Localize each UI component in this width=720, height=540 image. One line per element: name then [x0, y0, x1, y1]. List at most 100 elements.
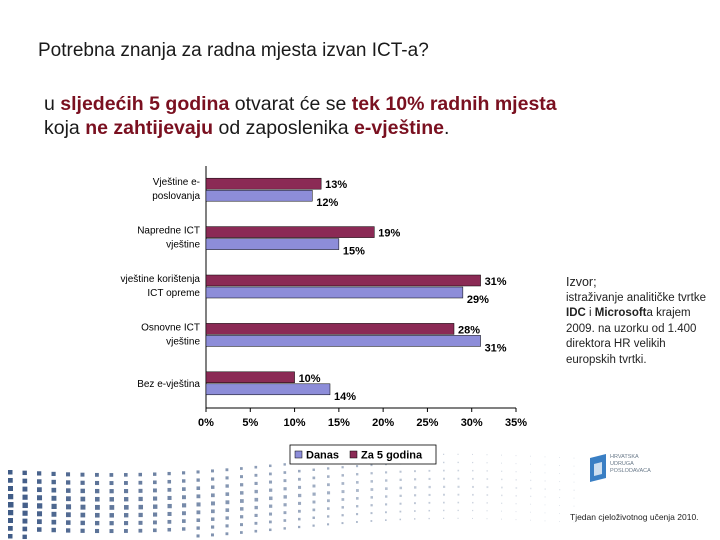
decorative-dot	[153, 480, 157, 485]
decorative-dot	[269, 520, 272, 524]
decorative-dot	[8, 478, 13, 483]
decorative-dot	[240, 491, 244, 495]
bar-za-5-godina	[205, 226, 375, 238]
decorative-dot	[530, 495, 532, 498]
decorative-dot	[283, 463, 286, 466]
decorative-dot	[298, 485, 302, 489]
bar-danas	[205, 286, 464, 299]
data-label: 12%	[316, 197, 338, 209]
decorative-dot	[254, 481, 258, 486]
decorative-dot	[167, 519, 172, 524]
decorative-dot	[414, 518, 416, 520]
decorative-dot	[356, 489, 359, 492]
decorative-dot	[138, 472, 143, 477]
data-label: 28%	[458, 324, 480, 336]
decorative-dot	[182, 471, 186, 475]
decorative-dot	[66, 520, 71, 525]
decorative-dot	[298, 469, 301, 473]
decorative-dot	[515, 519, 517, 521]
decorative-dot	[211, 525, 215, 529]
subtitle-line-1: u sljedećih 5 godina otvarat će se tek 1…	[44, 92, 557, 116]
decorative-dot	[428, 469, 431, 472]
decorative-dot	[341, 466, 344, 469]
decorative-dot	[182, 487, 186, 491]
decorative-dot	[544, 488, 546, 490]
decorative-dot	[211, 477, 215, 481]
decorative-dot	[167, 479, 172, 484]
decorative-dot	[472, 461, 474, 464]
decorative-dot	[22, 502, 28, 509]
decorative-dot	[66, 472, 71, 477]
decorative-dot	[457, 461, 459, 464]
subtitle-line-2-segment: .	[443, 117, 450, 139]
decorative-dot	[385, 495, 388, 498]
decorative-dot	[327, 475, 330, 478]
decorative-dot	[356, 513, 359, 516]
decorative-dot	[109, 497, 114, 502]
decorative-dot	[138, 520, 143, 525]
decorative-dot	[196, 510, 201, 515]
category-label: vještine	[166, 336, 200, 347]
decorative-dot	[443, 501, 445, 504]
decorative-dot	[153, 472, 157, 476]
decorative-dot	[22, 478, 28, 484]
bar-danas	[205, 335, 481, 347]
decorative-dot	[95, 528, 100, 534]
decorative-dot	[109, 513, 114, 518]
decorative-dot	[312, 476, 316, 480]
decorative-dot	[51, 487, 57, 493]
decorative-dot	[211, 533, 214, 537]
decorative-dot	[341, 498, 345, 501]
decorative-dot	[501, 518, 502, 520]
category-label: poslovanja	[152, 191, 200, 202]
legend-box	[289, 444, 437, 465]
decorative-dot	[501, 486, 503, 489]
x-tick-label: 15%	[328, 417, 350, 429]
decorative-dot	[399, 502, 402, 505]
bar-za-5-godina	[205, 274, 481, 287]
decorative-dot	[515, 455, 517, 457]
decorative-dot	[486, 462, 488, 464]
decorative-dot	[327, 507, 330, 510]
decorative-dot	[240, 523, 243, 527]
decorative-dot	[211, 485, 215, 489]
decorative-dot	[240, 507, 244, 511]
decorative-dot	[153, 488, 157, 493]
decorative-dot	[399, 486, 403, 490]
category-label: vještine	[166, 240, 200, 251]
bar-danas	[205, 189, 313, 202]
decorative-dot	[167, 495, 172, 500]
decorative-dot	[341, 490, 345, 494]
decorative-dot	[501, 478, 503, 481]
decorative-dot	[167, 471, 171, 476]
decorative-dot	[559, 481, 561, 483]
decorative-dot	[312, 492, 316, 496]
decorative-dot	[182, 479, 186, 483]
decorative-dot	[486, 510, 488, 512]
decorative-dot	[109, 521, 114, 526]
decorative-dot	[544, 472, 546, 474]
decorative-dot	[269, 504, 273, 508]
decorative-dot	[95, 520, 100, 526]
decorative-dot	[385, 519, 387, 521]
decorative-dot	[269, 480, 273, 484]
decorative-dot	[312, 500, 316, 504]
decorative-dot	[472, 485, 474, 488]
data-label: 14%	[334, 391, 356, 403]
decorative-dot	[530, 463, 531, 465]
decorative-dot	[443, 477, 445, 480]
decorative-dot	[341, 474, 344, 477]
decorative-dot	[544, 512, 546, 514]
decorative-dot	[196, 518, 201, 522]
decorative-dot	[544, 496, 546, 498]
x-tick-label: 10%	[284, 417, 306, 429]
bar-danas	[205, 238, 340, 250]
subtitle-line-1-segment: otvarat će se	[229, 93, 352, 115]
decorative-dot	[515, 495, 517, 497]
decorative-dot	[51, 479, 56, 485]
decorative-dot	[225, 532, 229, 536]
decorative-dot	[22, 510, 28, 516]
decorative-dot	[109, 481, 114, 486]
decorative-dot	[196, 534, 200, 538]
logo-text: HRVATSKA UDRUGA POSLODAVACA	[610, 454, 651, 474]
